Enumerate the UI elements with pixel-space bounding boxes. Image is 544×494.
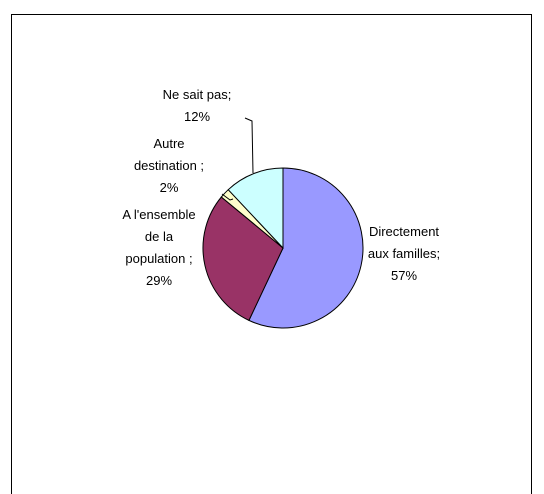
data-label-1-line-0: A l'ensemble [122, 207, 195, 222]
leader-line-3 [244, 117, 254, 174]
data-label-0-line-0: Directement [369, 224, 439, 239]
data-label-2: Autre destination ; 2% [134, 136, 204, 195]
data-label-1-line-3: 29% [146, 273, 172, 288]
data-label-0-line-1: aux familles; [368, 246, 440, 261]
pie-slice-1 [202, 196, 284, 322]
data-label-0-line-2: 57% [391, 268, 417, 283]
data-label-1: A l'ensemble de la population ; 29% [122, 207, 195, 288]
pie-chart: Directement aux familles; 57% A l'ensemble d… [122, 87, 440, 329]
data-label-1-line-2: population ; [125, 251, 192, 266]
data-label-3-line-0: Ne sait pas; [163, 87, 232, 102]
pie-slice-3 [227, 167, 284, 250]
data-label-1-line-1: de la [145, 229, 174, 244]
data-label-0: Directement aux familles; 57% [368, 224, 440, 283]
data-label-2-line-0: Autre [153, 136, 184, 151]
data-label-3: Ne sait pas; 12% [163, 87, 232, 124]
data-label-2-line-1: destination ; [134, 158, 204, 173]
data-label-3-line-1: 12% [184, 109, 210, 124]
data-label-2-line-2: 2% [160, 180, 179, 195]
leader-line-2 [221, 193, 234, 201]
pie-slice-0 [248, 167, 364, 329]
